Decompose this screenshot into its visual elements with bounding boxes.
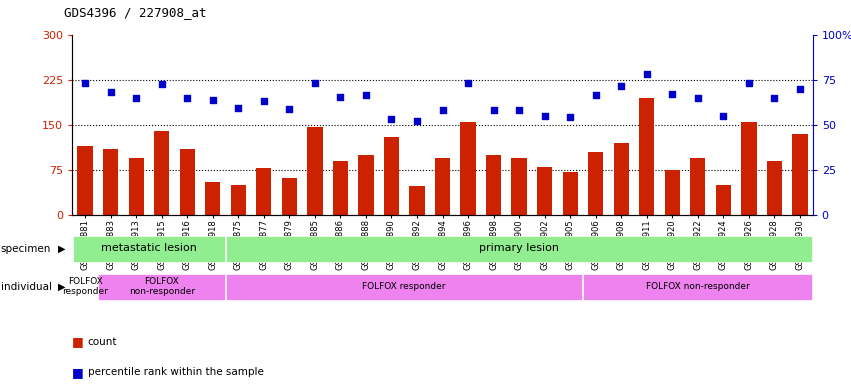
Point: [691, 95, 705, 101]
Point: [78, 79, 92, 86]
Point: [283, 106, 296, 112]
Bar: [154, 131, 169, 215]
Bar: [226, 236, 812, 262]
Text: primary lesion: primary lesion: [479, 243, 559, 253]
Bar: [205, 182, 220, 215]
Bar: [537, 167, 552, 215]
Point: [793, 86, 807, 92]
Point: [563, 114, 577, 120]
Bar: [584, 274, 812, 300]
Point: [257, 98, 271, 104]
Point: [180, 95, 194, 101]
Text: FOLFOX non-responder: FOLFOX non-responder: [646, 282, 750, 291]
Bar: [435, 158, 450, 215]
Point: [206, 96, 220, 103]
Bar: [716, 185, 731, 215]
Bar: [231, 185, 246, 215]
Bar: [73, 236, 225, 262]
Bar: [563, 172, 578, 215]
Text: FOLFOX
responder: FOLFOX responder: [62, 277, 108, 296]
Bar: [690, 158, 705, 215]
Bar: [639, 98, 654, 215]
Point: [665, 91, 679, 97]
Bar: [99, 274, 225, 300]
Text: GDS4396 / 227908_at: GDS4396 / 227908_at: [64, 6, 206, 19]
Bar: [588, 152, 603, 215]
Bar: [103, 149, 118, 215]
Bar: [741, 122, 757, 215]
Point: [308, 79, 322, 86]
Point: [538, 113, 551, 119]
Text: ▶: ▶: [58, 282, 66, 292]
Text: FOLFOX
non-responder: FOLFOX non-responder: [129, 277, 195, 296]
Text: percentile rank within the sample: percentile rank within the sample: [88, 367, 264, 377]
Text: specimen: specimen: [1, 243, 51, 254]
Bar: [180, 149, 195, 215]
Point: [461, 79, 475, 86]
Point: [742, 79, 756, 86]
Point: [334, 94, 347, 100]
Point: [231, 105, 245, 111]
Point: [155, 81, 168, 87]
Bar: [256, 168, 271, 215]
Bar: [226, 274, 582, 300]
Point: [487, 107, 500, 113]
Point: [589, 92, 603, 98]
Bar: [792, 134, 808, 215]
Bar: [511, 158, 527, 215]
Point: [129, 95, 143, 101]
Point: [640, 71, 654, 77]
Text: count: count: [88, 337, 117, 347]
Bar: [486, 155, 501, 215]
Text: individual: individual: [1, 282, 52, 292]
Point: [436, 107, 449, 113]
Point: [104, 89, 117, 95]
Bar: [665, 170, 680, 215]
Point: [385, 116, 398, 122]
Point: [410, 118, 424, 124]
Point: [512, 107, 526, 113]
Point: [717, 113, 730, 119]
Point: [768, 95, 781, 101]
Bar: [333, 161, 348, 215]
Bar: [384, 137, 399, 215]
Text: ■: ■: [72, 335, 84, 348]
Point: [614, 83, 628, 89]
Bar: [460, 122, 476, 215]
Bar: [358, 155, 374, 215]
Text: FOLFOX responder: FOLFOX responder: [363, 282, 446, 291]
Bar: [129, 158, 144, 215]
Bar: [77, 146, 93, 215]
Text: ▶: ▶: [58, 243, 66, 254]
Text: ■: ■: [72, 366, 84, 379]
Bar: [282, 178, 297, 215]
Point: [359, 92, 373, 98]
Bar: [307, 127, 323, 215]
Text: metastatic lesion: metastatic lesion: [101, 243, 197, 253]
Bar: [73, 274, 97, 300]
Bar: [614, 143, 629, 215]
Bar: [409, 186, 425, 215]
Bar: [767, 161, 782, 215]
